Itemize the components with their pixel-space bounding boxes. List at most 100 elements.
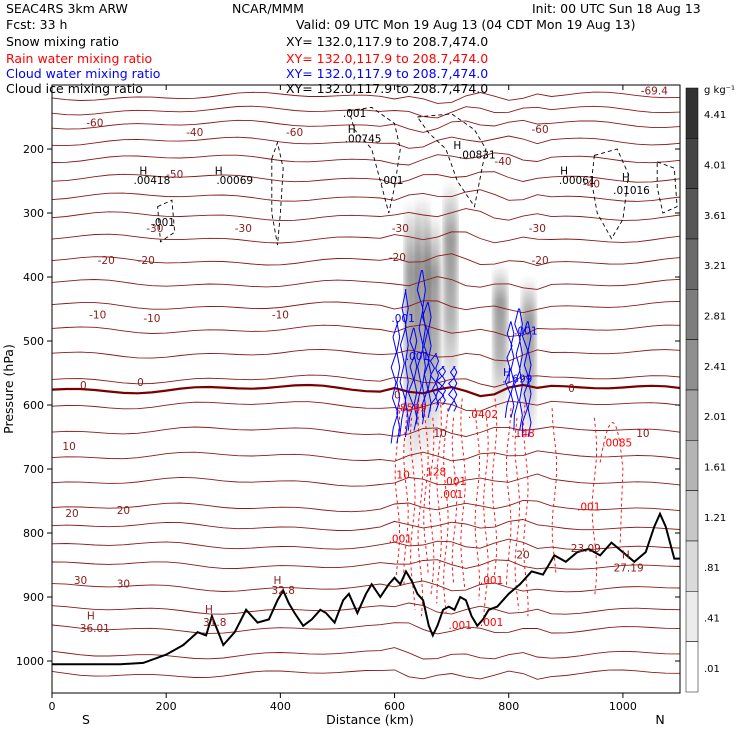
cloud-label: H xyxy=(503,367,511,379)
field-xy-ice: XY= 132.0,117.9 to 208.7,474.0 xyxy=(286,81,488,96)
x-tick-label: 400 xyxy=(270,700,291,713)
rain-label: .001 xyxy=(577,502,600,514)
cloud-contour xyxy=(513,308,523,431)
y-tick-label: 600 xyxy=(23,399,44,412)
ice-label: .00418 xyxy=(134,175,171,187)
cloud-contour xyxy=(421,302,432,418)
isotherm-label: 0 xyxy=(80,380,87,392)
colorbar-swatch xyxy=(685,389,699,441)
y-tick-label: 300 xyxy=(23,207,44,220)
field-xy-rain: XY= 132.0,117.9 to 208.7,474.0 xyxy=(286,51,488,66)
valid-label: Valid: 09 UTC Mon 19 Aug 13 (04 CDT Mon … xyxy=(296,17,636,32)
rain-label: .001 xyxy=(449,620,472,632)
isotherm-label: -30 xyxy=(146,223,163,235)
y-tick-label: 400 xyxy=(23,271,44,284)
rain-contour xyxy=(523,398,529,617)
isotherm-label: -30 xyxy=(392,223,409,235)
snow-plume xyxy=(493,264,508,418)
cloud-contour xyxy=(390,321,401,444)
isotherm-label: 10 xyxy=(62,441,75,453)
isotherm xyxy=(52,647,680,660)
north-label: N xyxy=(655,712,664,727)
axes: 0 200 400 600 800 100020030040050060070080090… xyxy=(16,85,680,713)
isotherm xyxy=(52,400,680,412)
isotherm-label: 10 xyxy=(636,428,649,440)
terrain-layer xyxy=(52,511,680,666)
cloud-label: .001 xyxy=(406,351,429,363)
isotherm xyxy=(52,231,680,244)
cloud-label: .1699 xyxy=(502,374,532,386)
isotherm xyxy=(52,253,680,266)
rain-label: .8569 xyxy=(397,402,427,414)
ice-contours xyxy=(157,106,678,246)
freezing-isotherm xyxy=(52,383,680,398)
plot-frame xyxy=(51,84,681,694)
colorbar: g kg⁻¹ 4.41 4.01 3.61 3.21 2.81 2.41 2.01 1.61 1… xyxy=(685,85,735,693)
isotherm-label: -10 xyxy=(272,310,289,322)
field-xy-cloud: XY= 132.0,117.9 to 208.7,474.0 xyxy=(286,66,488,81)
field-label-ice: Cloud ice mixing ratio xyxy=(6,81,143,96)
ice-contour xyxy=(157,199,176,243)
contour-labels: -72 -68.87 -68.5-69.4-60-60 -60-50-40-40-40… xyxy=(62,86,668,636)
isotherm-label: 30 xyxy=(74,575,87,587)
snow-plume xyxy=(521,277,536,444)
rain-contour xyxy=(423,408,429,575)
rain-contour xyxy=(403,408,409,588)
colorbar-swatch xyxy=(685,490,699,542)
colorbar-label: 1.61 xyxy=(704,463,726,474)
cloud-contours xyxy=(390,270,532,444)
isotherm-label: -20 xyxy=(138,255,155,267)
rain-label: .001 xyxy=(389,534,412,546)
y-tick-label: 200 xyxy=(23,143,44,156)
colorbar-label: 2.81 xyxy=(704,312,726,323)
isotherm xyxy=(52,559,680,570)
isotherm-label: 0 xyxy=(137,377,144,389)
isotherm-label: -60 xyxy=(86,118,103,130)
y-tick-label: 800 xyxy=(23,527,44,540)
isotherm-label: -40 xyxy=(583,178,600,190)
ice-label: .01016 xyxy=(613,185,650,197)
south-label: S xyxy=(82,712,90,727)
isotherm xyxy=(52,538,680,551)
isotherm-label: -60 xyxy=(532,124,549,136)
field-label-snow: Snow mixing ratio xyxy=(6,34,119,49)
isotherm xyxy=(52,208,680,222)
surface-label: 32.8 xyxy=(272,585,295,597)
y-axis-title: Pressure (hPa) xyxy=(1,344,16,434)
header: SEAC4RS 3km ARW NCAR/MMM Init: 00 UTC Su… xyxy=(6,1,701,96)
ice-contour xyxy=(348,106,401,214)
colorbar-swatch xyxy=(685,87,699,139)
ice-label: H xyxy=(215,166,223,178)
surface-label: H xyxy=(622,550,630,562)
isotherm xyxy=(52,499,680,513)
ice-contour xyxy=(416,113,487,208)
isotherm-label: -60 xyxy=(286,127,303,139)
colorbar-label: 4.01 xyxy=(704,161,726,172)
init-label: Init: 00 UTC Sun 18 Aug 13 xyxy=(532,1,701,16)
rain-label: .128 xyxy=(423,466,446,478)
ice-contour xyxy=(271,140,284,246)
rain-contour xyxy=(514,417,521,610)
cloud-contour xyxy=(436,366,446,406)
y-tick-label: 700 xyxy=(23,463,44,476)
isotherm xyxy=(52,348,680,362)
ice-label: H xyxy=(348,124,356,136)
ice-label: .001 xyxy=(152,217,175,229)
plot-area: -72 -68.87 -68.5-69.4-60-60 -60-50-40-40-40… xyxy=(52,85,680,680)
rain-label: .0085 xyxy=(602,438,632,450)
colorbar-label: .01 xyxy=(704,664,720,675)
isotherm-label: -30 xyxy=(529,223,546,235)
isotherm-label: 10 xyxy=(434,428,447,440)
isotherm-label: -20 xyxy=(389,252,406,264)
isotherm-label: -40 xyxy=(494,156,511,168)
isotherm-label: 0 xyxy=(568,383,575,395)
field-label-cloud: Cloud water mixing ratio xyxy=(6,66,160,81)
cloud-contour xyxy=(504,321,515,418)
isotherm xyxy=(52,602,680,615)
rain-contour xyxy=(460,398,466,591)
isotherm xyxy=(52,450,680,462)
cloud-contour xyxy=(429,353,440,412)
y-tick-label: 900 xyxy=(23,591,44,604)
x-tick-label: 0 xyxy=(49,700,56,713)
